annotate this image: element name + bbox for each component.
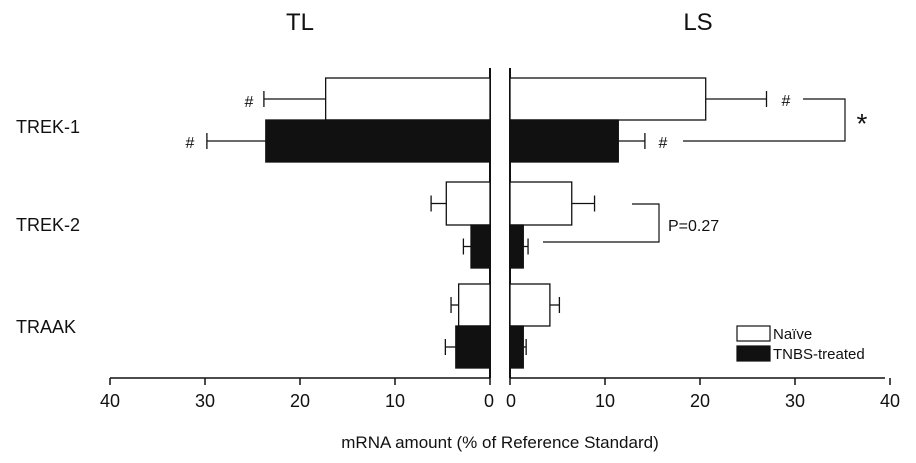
x-axis-title: mRNA amount (% of Reference Standard) <box>341 433 658 452</box>
bar-tl-1-0 <box>446 182 490 225</box>
hash-tl-trek1-tnbs: # <box>186 135 195 152</box>
row-label-trek1: TREK-1 <box>16 117 80 137</box>
bar-ls-2-1 <box>510 326 523 368</box>
row-label-trek2: TREK-2 <box>16 215 80 235</box>
x-tick-label-2: 20 <box>290 391 310 411</box>
bar-ls-0-1 <box>510 120 618 162</box>
bracket-trek1 <box>683 99 845 141</box>
hash-tl-trek1-naive: # <box>245 94 254 111</box>
legend-swatch-naive <box>737 326 770 341</box>
legend-label-naive: Naïve <box>773 326 812 343</box>
x-tick-label-4: 0 <box>484 391 494 411</box>
bar-ls-2-0 <box>510 284 550 326</box>
x-tick-label-9: 40 <box>880 391 900 411</box>
bar-tl-2-1 <box>456 326 490 368</box>
bar-tl-2-0 <box>459 284 490 326</box>
p-value-label: P=0.27 <box>668 218 719 235</box>
x-tick-label-7: 20 <box>690 391 710 411</box>
significance-star: * <box>857 108 868 139</box>
bar-tl-0-0 <box>326 78 490 120</box>
bar-ls-0-0 <box>510 78 706 120</box>
hash-ls-trek1-naive: # <box>782 93 791 110</box>
bar-tl-0-1 <box>266 120 490 162</box>
row-label-traak: TRAAK <box>16 317 76 337</box>
x-tick-label-1: 30 <box>195 391 215 411</box>
x-tick-label-6: 10 <box>595 391 615 411</box>
x-tick-label-8: 30 <box>785 391 805 411</box>
bar-ls-1-0 <box>510 182 572 225</box>
hash-ls-trek1-tnbs: # <box>659 135 668 152</box>
panel-title-tl: TL <box>286 9 314 36</box>
bar-ls-1-1 <box>510 225 523 268</box>
x-tick-label-0: 40 <box>100 391 120 411</box>
panel-title-ls: LS <box>683 9 712 36</box>
legend-label-tnbs: TNBS-treated <box>773 346 865 363</box>
x-tick-label-3: 10 <box>385 391 405 411</box>
legend-swatch-tnbs <box>737 346 770 361</box>
bar-tl-1-1 <box>471 225 490 268</box>
x-tick-label-5: 0 <box>506 391 516 411</box>
